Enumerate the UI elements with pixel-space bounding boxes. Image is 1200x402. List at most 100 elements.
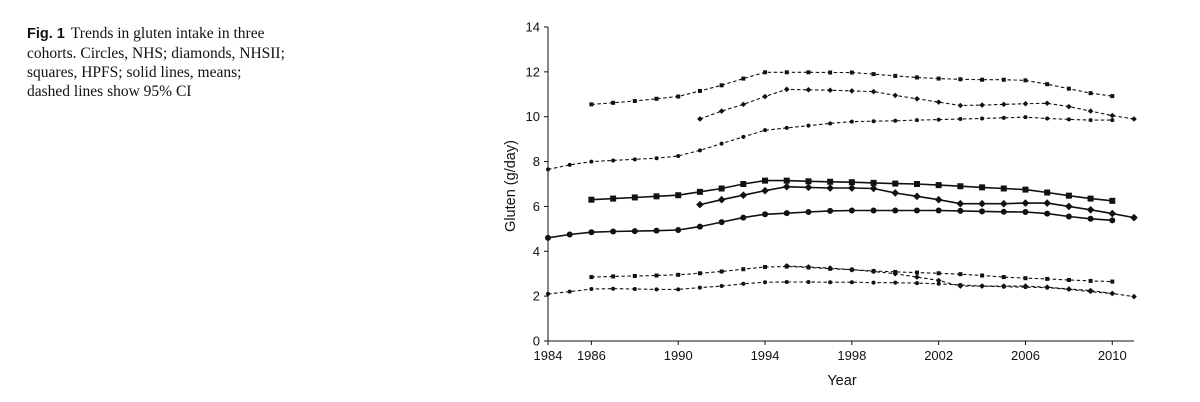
data-point-diamond <box>1131 116 1137 122</box>
data-point-square <box>980 273 985 278</box>
data-point-diamond <box>1109 112 1116 119</box>
axes: 1984 1986 1990 1994 1998 2002 2006 2010 0 2 4 6 8 10 1… <box>526 20 1134 363</box>
data-point-square <box>914 75 919 80</box>
data-point-square <box>1109 197 1116 204</box>
x-tick-label: 2006 <box>1011 348 1040 363</box>
data-point-diamond <box>805 87 812 93</box>
data-point-square <box>913 181 920 187</box>
data-point-square <box>653 193 660 200</box>
data-point-circle <box>1065 213 1072 220</box>
data-point-diamond <box>761 186 769 195</box>
data-point-circle <box>719 141 724 146</box>
data-point-diamond <box>935 99 942 105</box>
data-point-circle <box>849 119 854 124</box>
data-point-square <box>828 70 833 75</box>
data-point-diamond <box>1109 290 1116 297</box>
data-point-diamond <box>1044 100 1050 107</box>
y-tick-label: 8 <box>533 154 540 169</box>
data-point-diamond <box>782 182 791 191</box>
data-point-circle <box>696 223 703 230</box>
data-point-diamond <box>1066 103 1072 110</box>
data-point-square <box>1045 276 1050 281</box>
data-point-circle <box>566 231 573 238</box>
data-point-circle <box>871 119 876 124</box>
data-point-diamond <box>935 277 942 284</box>
data-point-square <box>1044 189 1051 196</box>
data-point-circle <box>913 207 920 214</box>
data-point-diamond <box>957 283 964 289</box>
data-point-square <box>1066 277 1071 282</box>
data-point-diamond <box>979 102 985 108</box>
data-point-circle <box>958 116 963 121</box>
data-point-diamond <box>1130 213 1138 222</box>
data-point-diamond <box>717 195 726 204</box>
data-point-diamond <box>1086 205 1095 214</box>
data-point-circle <box>675 226 682 233</box>
data-point-circle <box>546 291 550 296</box>
data-point-square <box>631 194 638 201</box>
data-point-square <box>611 100 616 105</box>
data-point-square <box>849 267 854 272</box>
data-point-circle <box>611 286 616 291</box>
data-point-square <box>589 275 594 280</box>
data-point-circle <box>806 280 811 285</box>
data-point-square <box>806 70 811 75</box>
x-tick-label: 2010 <box>1098 348 1127 363</box>
data-point-diamond <box>891 189 900 197</box>
data-point-diamond <box>826 184 834 192</box>
data-point-circle <box>545 234 551 241</box>
data-point-circle <box>892 207 899 214</box>
series-nhs-upper <box>546 115 1115 172</box>
data-point-circle <box>631 228 638 235</box>
data-point-circle <box>589 159 594 164</box>
x-tick-label: 1984 <box>534 348 563 363</box>
data-point-square <box>784 264 789 269</box>
y-tick-label: 2 <box>533 289 540 304</box>
data-point-square <box>848 179 855 186</box>
data-point-square <box>1087 195 1094 202</box>
x-tick-label: 1986 <box>577 348 606 363</box>
data-point-circle <box>697 148 702 153</box>
data-point-square <box>828 266 833 271</box>
data-point-diamond <box>827 87 833 94</box>
data-point-circle <box>828 280 833 285</box>
data-point-square <box>1022 186 1029 193</box>
data-point-circle <box>632 157 637 162</box>
data-point-diamond <box>999 199 1008 208</box>
data-point-square <box>958 77 963 82</box>
data-point-square <box>936 271 941 276</box>
data-point-diamond <box>739 191 748 200</box>
series-nhsii-lower <box>783 263 1137 300</box>
data-point-circle <box>1088 118 1093 123</box>
data-point-square <box>1023 276 1028 281</box>
data-point-square <box>980 77 985 82</box>
data-point-diamond <box>979 283 985 289</box>
data-point-diamond <box>697 116 703 122</box>
data-point-square <box>935 182 942 189</box>
data-point-diamond <box>1131 293 1137 300</box>
data-point-square <box>676 94 681 99</box>
data-point-square <box>958 272 963 277</box>
data-point-diamond <box>804 183 813 192</box>
data-point-square <box>849 70 854 75</box>
data-point-diamond <box>1108 209 1117 218</box>
data-point-diamond <box>848 184 856 192</box>
data-point-square <box>611 274 616 279</box>
data-point-circle <box>849 280 854 285</box>
data-point-square <box>763 70 768 75</box>
data-point-circle <box>870 207 877 214</box>
data-point-square <box>870 179 877 186</box>
y-tick-label: 4 <box>533 244 540 259</box>
data-point-circle <box>893 280 898 285</box>
data-point-square <box>654 273 659 278</box>
data-point-circle <box>1000 208 1007 215</box>
data-point-circle <box>611 158 616 163</box>
x-tick-label: 1994 <box>751 348 780 363</box>
y-tick-label: 6 <box>533 199 540 214</box>
data-point-square <box>719 83 724 88</box>
data-point-square <box>783 177 790 184</box>
data-point-circle <box>980 116 985 121</box>
data-point-diamond <box>1087 108 1094 114</box>
data-point-diamond <box>696 200 704 209</box>
